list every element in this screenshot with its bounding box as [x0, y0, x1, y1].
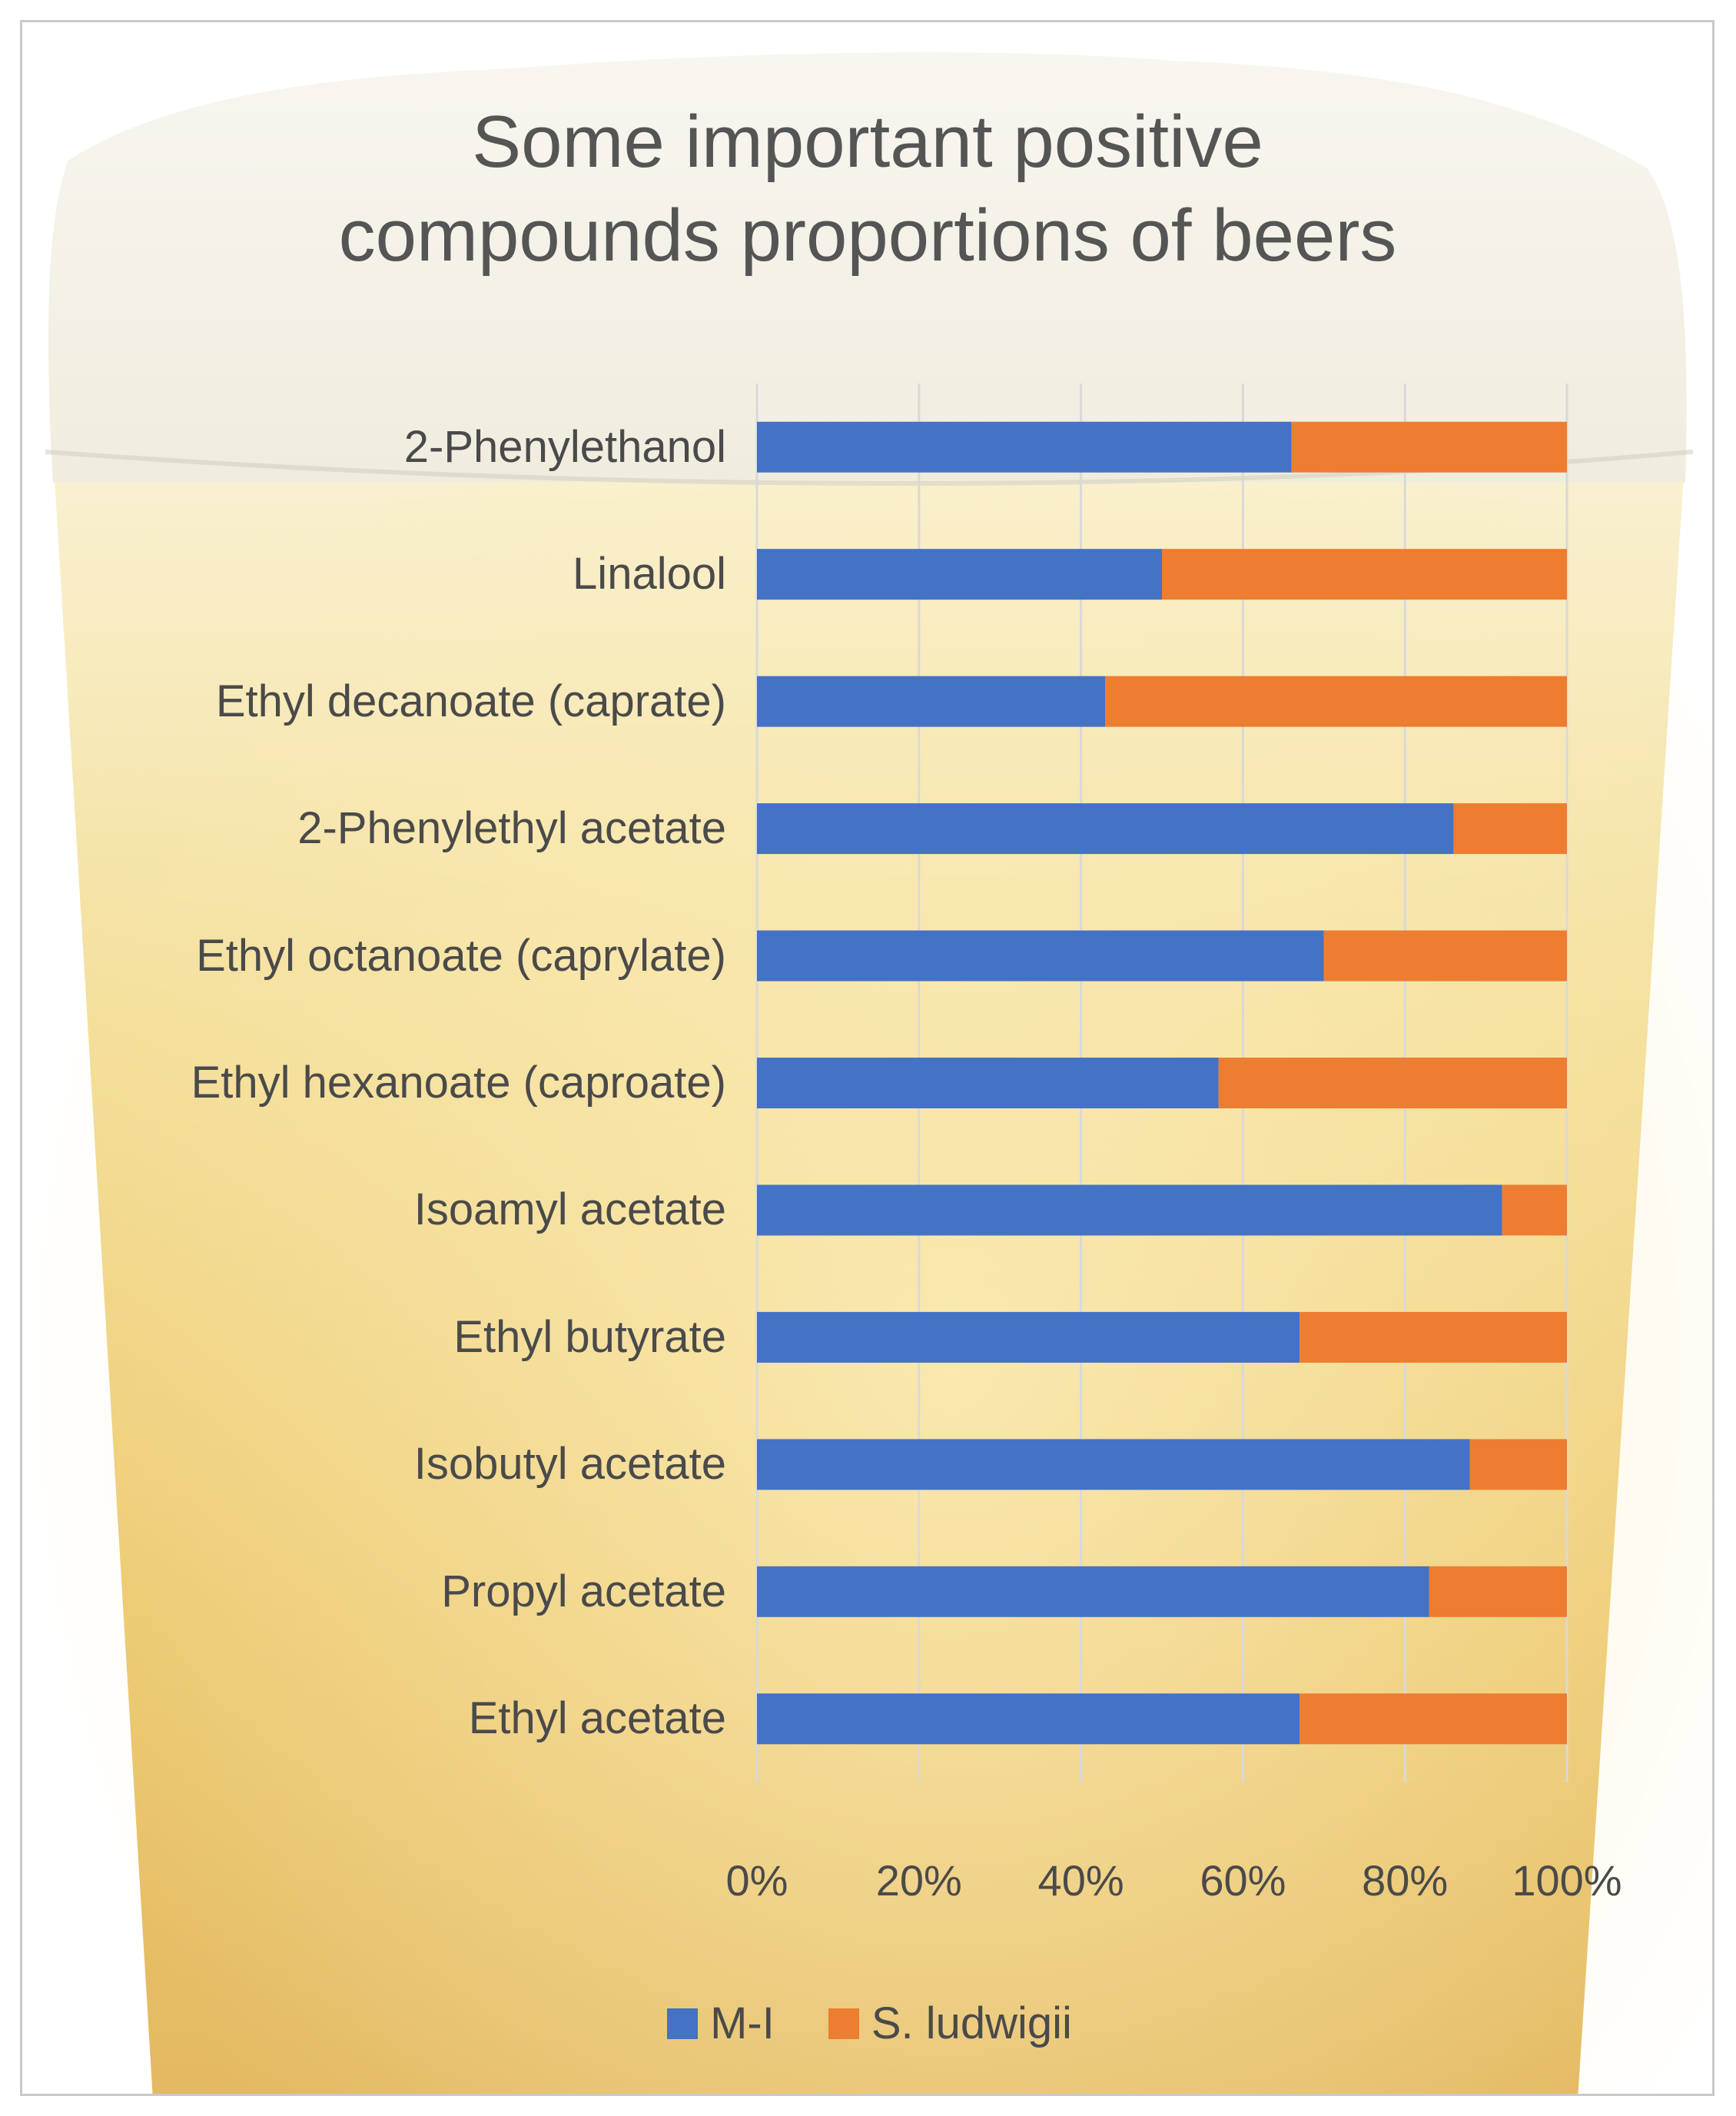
x-tick-label-4: 80%: [1362, 1856, 1449, 1905]
bar-m-i-9: [757, 1566, 1429, 1617]
bar-m-i-10: [757, 1693, 1300, 1745]
legend-label-m-i: M-I: [710, 1998, 775, 2048]
x-tick-label-3: 60%: [1200, 1856, 1286, 1905]
bar-m-i-5: [757, 1058, 1219, 1108]
bar-m-i-4: [757, 930, 1324, 982]
legend: M-I S. ludwigii: [22, 1998, 1712, 2049]
bar-chart-plot: [755, 384, 1568, 1782]
bar-m-i-3: [757, 803, 1454, 855]
x-tick-label-0: 0%: [725, 1856, 788, 1905]
bar-s-ludwigii-9: [1429, 1566, 1567, 1617]
bar-s-ludwigii-0: [1291, 421, 1567, 473]
bar-m-i-1: [757, 549, 1162, 600]
category-label-0: 2-Phenylethanol: [403, 421, 726, 472]
bar-s-ludwigii-10: [1300, 1693, 1567, 1745]
x-tick-label-5: 100%: [1512, 1856, 1622, 1905]
bar-m-i-7: [757, 1311, 1300, 1363]
category-label-5: Ethyl hexanoate (caproate): [191, 1058, 726, 1108]
bar-s-ludwigii-3: [1453, 803, 1567, 855]
legend-swatch-s-ludwigii: [828, 2008, 859, 2039]
x-tick-label-1: 20%: [875, 1856, 962, 1905]
bar-s-ludwigii-1: [1162, 549, 1567, 600]
chart-title-line-2: compounds proportions of beers: [338, 194, 1397, 277]
bar-s-ludwigii-7: [1300, 1311, 1567, 1363]
bar-m-i-6: [757, 1184, 1502, 1236]
category-label-6: Isoamyl acetate: [413, 1184, 726, 1235]
legend-item-m-i: M-I: [667, 1998, 775, 2049]
chart-title: Some important positive compounds propor…: [138, 95, 1598, 283]
category-label-1: Linalool: [573, 549, 726, 600]
bar-m-i-0: [757, 421, 1292, 473]
bar-s-ludwigii-8: [1469, 1439, 1567, 1490]
category-label-10: Ethyl acetate: [468, 1693, 726, 1744]
category-label-9: Propyl acetate: [441, 1566, 726, 1616]
chart-title-line-1: Some important positive: [472, 101, 1263, 183]
legend-label-s-ludwigii: S. ludwigii: [871, 1998, 1072, 2048]
category-label-3: 2-Phenylethyl acetate: [297, 803, 726, 854]
bar-s-ludwigii-5: [1218, 1058, 1567, 1108]
chart-frame: Some important positive compounds propor…: [20, 20, 1714, 2096]
category-label-4: Ethyl octanoate (caprylate): [196, 930, 726, 981]
category-label-8: Isobutyl acetate: [413, 1439, 726, 1490]
legend-swatch-m-i: [667, 2008, 699, 2039]
bar-s-ludwigii-6: [1502, 1184, 1567, 1236]
category-label-2: Ethyl decanoate (caprate): [215, 676, 726, 726]
legend-item-s-ludwigii: S. ludwigii: [828, 1998, 1072, 2049]
bar-m-i-2: [757, 676, 1106, 727]
bar-s-ludwigii-4: [1323, 930, 1567, 982]
category-label-7: Ethyl butyrate: [453, 1311, 726, 1362]
bar-m-i-8: [757, 1439, 1470, 1490]
bar-s-ludwigii-2: [1105, 676, 1567, 727]
x-tick-label-2: 40%: [1037, 1856, 1124, 1905]
